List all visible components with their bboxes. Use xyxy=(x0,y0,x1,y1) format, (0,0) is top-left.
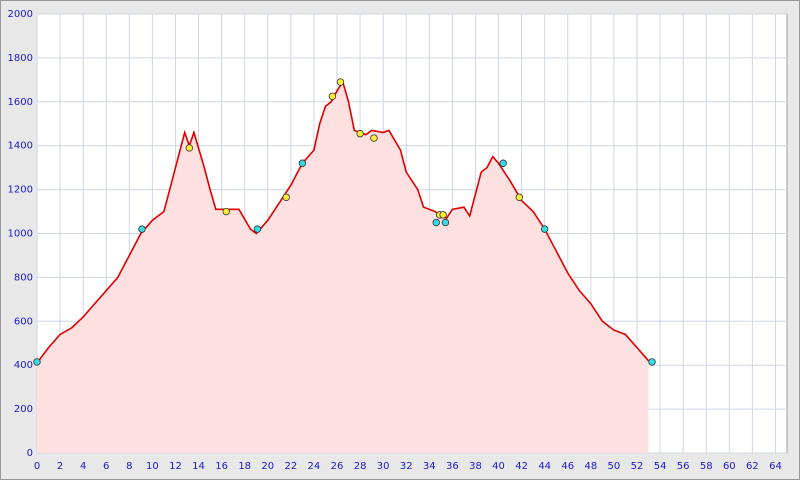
x-tick-label: 62 xyxy=(746,461,759,472)
x-tick-label: 46 xyxy=(561,461,574,472)
y-tick-label: 600 xyxy=(14,316,33,327)
x-tick-label: 42 xyxy=(515,461,528,472)
x-tick-label: 36 xyxy=(446,461,459,472)
x-tick-label: 10 xyxy=(146,461,159,472)
x-tick-label: 14 xyxy=(192,461,205,472)
marker xyxy=(515,193,524,201)
marker xyxy=(298,159,307,167)
x-tick-label: 16 xyxy=(215,461,228,472)
x-tick-label: 28 xyxy=(354,461,367,472)
marker xyxy=(499,159,507,167)
marker xyxy=(33,358,41,366)
marks xyxy=(33,78,656,454)
marker xyxy=(328,92,337,101)
x-tick-label: 30 xyxy=(377,461,390,472)
x-tick-label: 34 xyxy=(423,461,436,472)
line xyxy=(36,80,650,364)
x-tick-label: 8 xyxy=(126,461,132,472)
marker xyxy=(336,78,345,86)
x-tick-label: 48 xyxy=(584,461,597,472)
y-tick-label: 0 xyxy=(27,448,33,459)
x-tick-label: 22 xyxy=(284,461,297,472)
y-tick-label: 1400 xyxy=(8,141,33,152)
marker xyxy=(253,225,262,233)
marker xyxy=(439,211,447,219)
marker xyxy=(222,207,230,216)
x-tick-label: 52 xyxy=(631,461,644,472)
x-tick-label: 64 xyxy=(769,461,782,472)
x-tick-label: 32 xyxy=(400,461,413,472)
marker xyxy=(432,218,440,227)
x-tick-label: 20 xyxy=(261,461,274,472)
marker xyxy=(441,218,450,227)
y-tick-label: 1600 xyxy=(8,97,33,108)
x-tick-label: 0 xyxy=(34,461,40,472)
x-tick-label: 44 xyxy=(538,461,551,472)
x-tick-label: 6 xyxy=(103,461,109,472)
x-tick-label: 26 xyxy=(331,461,344,472)
x-tick-label: 12 xyxy=(169,461,182,472)
marker xyxy=(185,144,194,152)
y-tick-label: 200 xyxy=(14,404,33,415)
x-tick-label: 58 xyxy=(700,461,713,472)
marker xyxy=(282,193,290,201)
x-tick-label: 54 xyxy=(654,461,667,472)
x-tick-label: 38 xyxy=(469,461,482,472)
marker xyxy=(540,225,549,233)
y-tick-label: 400 xyxy=(14,360,33,371)
x-tick-label: 2 xyxy=(57,461,63,472)
y-tick-label: 800 xyxy=(14,272,33,283)
marker xyxy=(356,129,364,138)
x-tick-label: 50 xyxy=(608,461,621,472)
y-tick-label: 1000 xyxy=(8,229,33,240)
x-tick-label: 40 xyxy=(492,461,505,472)
marker xyxy=(138,225,146,233)
y-tick-label: 1800 xyxy=(8,53,33,64)
x-tick-label: 18 xyxy=(238,461,251,472)
x-tick-label: 24 xyxy=(308,461,321,472)
marker xyxy=(370,134,378,142)
x-tick-label: 4 xyxy=(80,461,86,472)
marker xyxy=(648,358,656,366)
x-tick-label: 60 xyxy=(723,461,736,472)
area-fill xyxy=(37,82,649,454)
x-tick-label: 56 xyxy=(677,461,690,472)
y-tick-label: 2000 xyxy=(8,9,33,20)
y-tick-label: 1200 xyxy=(8,185,33,196)
